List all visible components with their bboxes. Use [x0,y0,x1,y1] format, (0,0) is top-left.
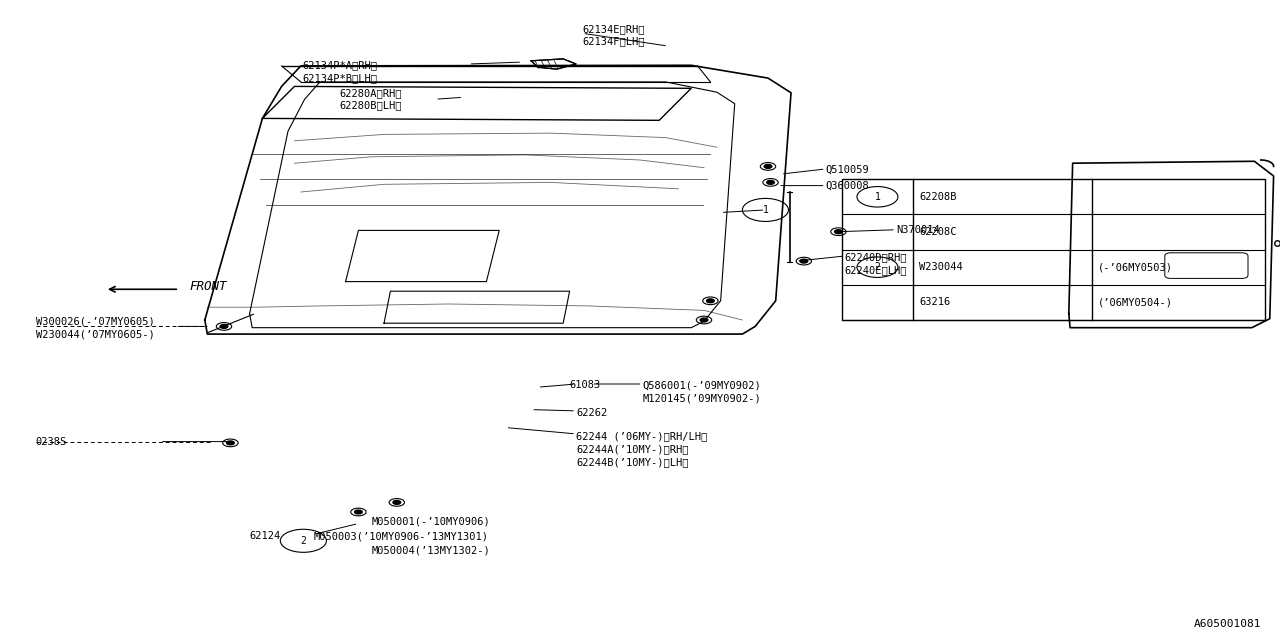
Text: W230044: W230044 [919,262,963,272]
Text: (-’06MY0503): (-’06MY0503) [1098,262,1174,272]
Text: N370014: N370014 [896,225,940,236]
Circle shape [220,324,228,328]
Text: 62244 (’06MY-)〈RH/LH〉: 62244 (’06MY-)〈RH/LH〉 [576,431,708,442]
Text: FRONT: FRONT [189,280,227,293]
Text: 63216: 63216 [919,298,950,307]
Text: Q360008: Q360008 [826,180,869,191]
Text: 62240E〈LH〉: 62240E〈LH〉 [845,265,908,275]
Circle shape [227,441,234,445]
Text: 62240D〈RH〉: 62240D〈RH〉 [845,252,908,262]
Text: 2: 2 [874,262,881,272]
Text: W300026(-’07MY0605): W300026(-’07MY0605) [36,316,155,326]
Polygon shape [531,59,576,69]
Text: 62134P*B〈LH〉: 62134P*B〈LH〉 [302,73,378,83]
Circle shape [800,259,808,263]
Circle shape [355,510,362,514]
Text: 1: 1 [763,205,768,215]
Text: M050004(’13MY1302-): M050004(’13MY1302-) [371,545,490,556]
Text: 62134F〈LH〉: 62134F〈LH〉 [582,36,645,47]
Text: W230044(’07MY0605-): W230044(’07MY0605-) [36,329,155,339]
Text: 62134E〈RH〉: 62134E〈RH〉 [582,24,645,34]
Text: 2: 2 [301,536,306,546]
Text: Q510059: Q510059 [826,164,869,175]
Circle shape [835,230,842,234]
Text: M050001(-’10MY0906): M050001(-’10MY0906) [371,516,490,527]
Text: 62244B(’10MY-)〈LH〉: 62244B(’10MY-)〈LH〉 [576,457,689,467]
Text: 62124: 62124 [250,531,280,541]
Text: M120145(’09MY0902-): M120145(’09MY0902-) [643,393,762,403]
Circle shape [700,318,708,322]
Text: A605001081: A605001081 [1193,619,1261,629]
Text: 62280B〈LH〉: 62280B〈LH〉 [339,100,402,111]
Text: 62134P*A〈RH〉: 62134P*A〈RH〉 [302,60,378,70]
Text: (’06MY0504-): (’06MY0504-) [1098,298,1174,307]
Circle shape [707,299,714,303]
Circle shape [764,164,772,168]
Text: Q586001(-’09MY0902): Q586001(-’09MY0902) [643,380,762,390]
Text: 0238S: 0238S [36,436,67,447]
Text: 62208C: 62208C [919,227,956,237]
Text: 61083: 61083 [570,380,600,390]
Text: 62244A(’10MY-)〈RH〉: 62244A(’10MY-)〈RH〉 [576,444,689,454]
Circle shape [767,180,774,184]
Text: 62262: 62262 [576,408,607,418]
Text: 1: 1 [874,192,881,202]
Text: M050003(’10MY0906-’13MY1301): M050003(’10MY0906-’13MY1301) [314,531,489,541]
Circle shape [393,500,401,504]
Text: 62208B: 62208B [919,192,956,202]
Text: 62280A〈RH〉: 62280A〈RH〉 [339,88,402,98]
